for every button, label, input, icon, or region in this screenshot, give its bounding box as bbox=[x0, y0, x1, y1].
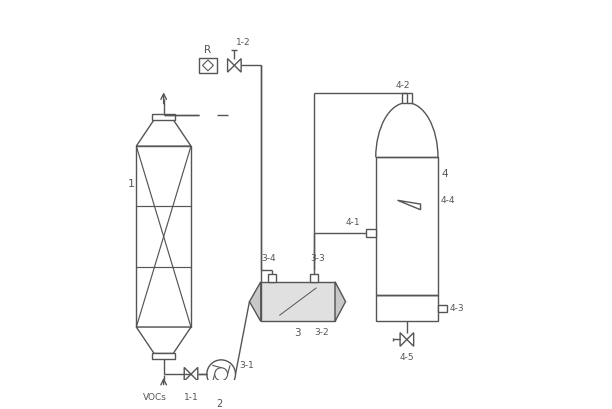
Polygon shape bbox=[250, 282, 261, 321]
Bar bbox=[136, 146, 191, 327]
Text: 3-2: 3-2 bbox=[314, 328, 329, 337]
Polygon shape bbox=[234, 58, 241, 72]
Bar bbox=[152, 114, 175, 120]
Bar bbox=[268, 274, 275, 282]
Text: 3-3: 3-3 bbox=[311, 254, 326, 263]
Text: R: R bbox=[204, 45, 212, 55]
Polygon shape bbox=[407, 333, 414, 346]
Polygon shape bbox=[400, 333, 407, 346]
Bar bbox=[367, 229, 376, 237]
Circle shape bbox=[215, 368, 228, 381]
Polygon shape bbox=[228, 58, 234, 72]
Text: 1-2: 1-2 bbox=[236, 38, 251, 47]
Bar bbox=[438, 305, 447, 312]
Text: 3-1: 3-1 bbox=[239, 362, 254, 371]
Text: 4-1: 4-1 bbox=[346, 218, 360, 227]
Polygon shape bbox=[184, 367, 191, 381]
Circle shape bbox=[207, 360, 236, 389]
Bar bbox=[376, 295, 438, 321]
Polygon shape bbox=[136, 120, 191, 146]
Text: 4-2: 4-2 bbox=[396, 81, 410, 90]
Text: 4-5: 4-5 bbox=[400, 353, 414, 362]
Polygon shape bbox=[211, 389, 231, 396]
Polygon shape bbox=[335, 282, 346, 321]
Text: 1-1: 1-1 bbox=[184, 393, 198, 402]
Polygon shape bbox=[203, 60, 214, 71]
Polygon shape bbox=[398, 200, 420, 210]
Bar bbox=[376, 157, 438, 295]
Text: VOCs: VOCs bbox=[143, 393, 167, 402]
Bar bbox=[198, 58, 217, 72]
Polygon shape bbox=[136, 327, 191, 353]
Text: 3: 3 bbox=[294, 328, 301, 338]
Bar bbox=[261, 282, 335, 321]
Text: 1: 1 bbox=[128, 179, 135, 189]
Text: 4-4: 4-4 bbox=[441, 196, 455, 205]
Bar bbox=[310, 274, 318, 282]
Text: 2: 2 bbox=[216, 400, 222, 409]
Bar bbox=[401, 93, 412, 103]
Polygon shape bbox=[191, 367, 198, 381]
Text: 4-3: 4-3 bbox=[449, 304, 464, 313]
Bar bbox=[152, 353, 175, 359]
Text: 3-4: 3-4 bbox=[261, 254, 275, 263]
Text: 4: 4 bbox=[441, 169, 447, 179]
